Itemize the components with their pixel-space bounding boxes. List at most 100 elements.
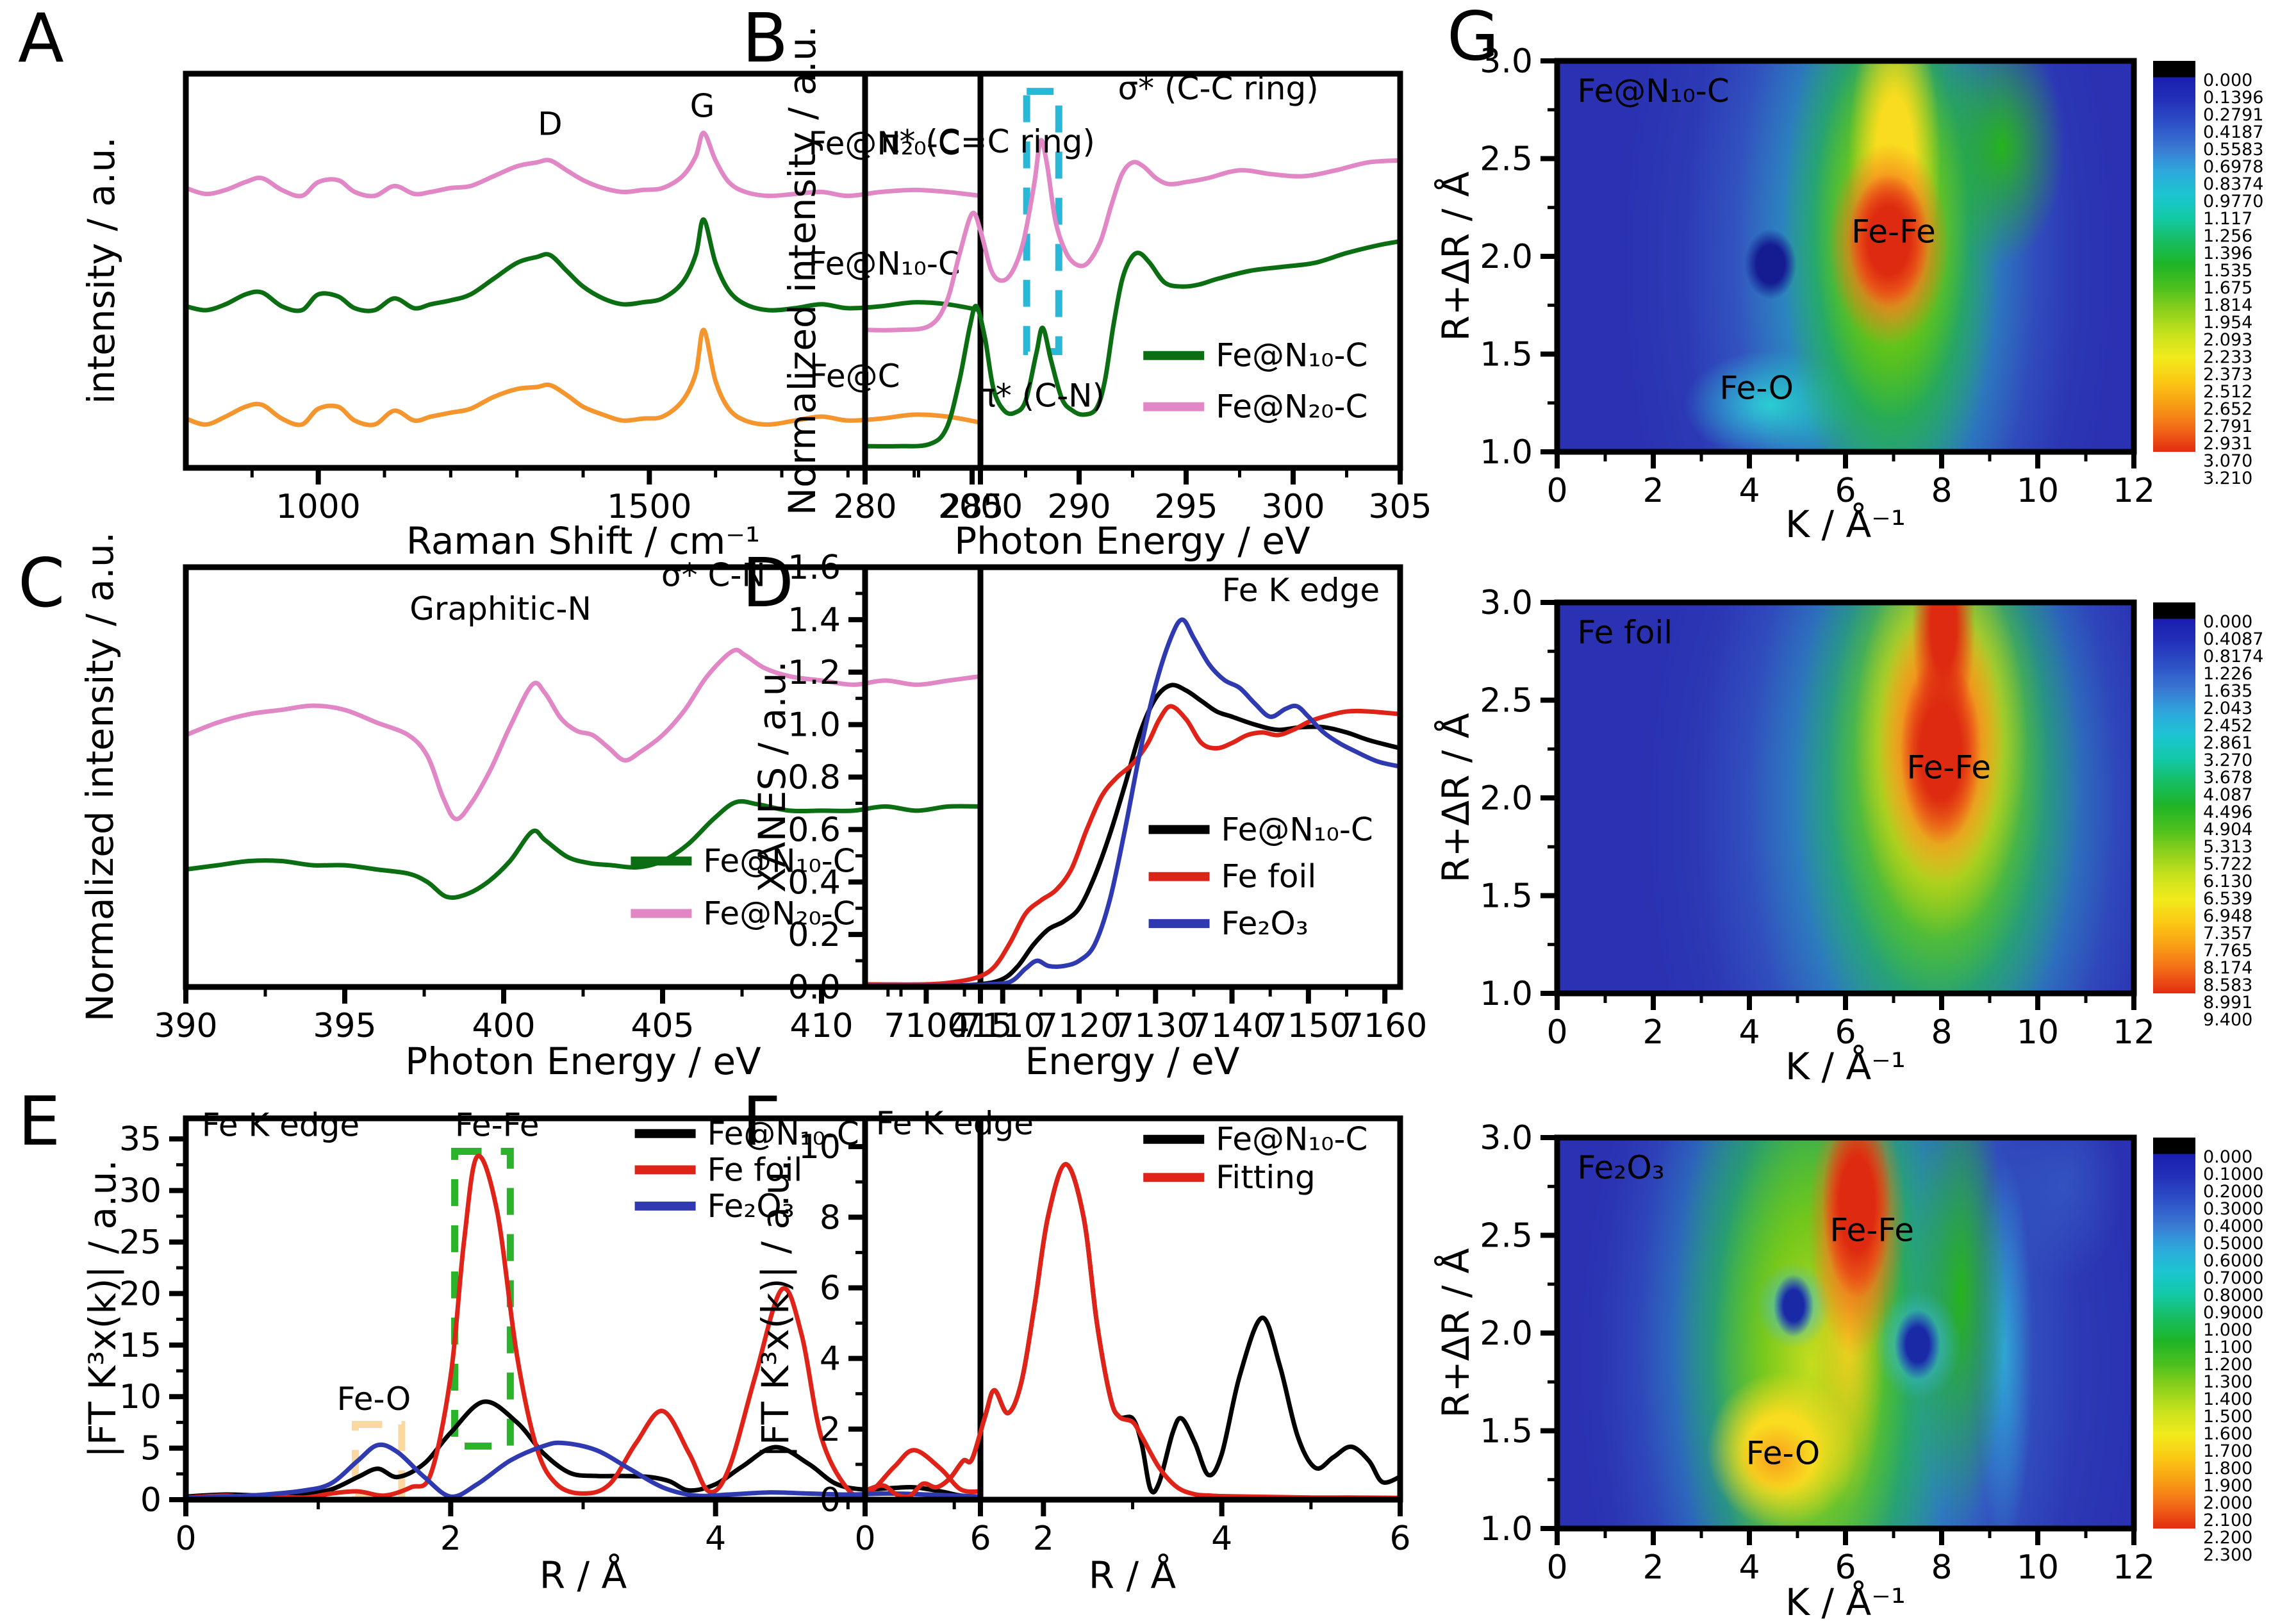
x-tick-label: 400 <box>472 1007 535 1045</box>
annotation: π* (C-N) <box>977 377 1105 415</box>
annotation: Fe-Fe <box>1851 213 1936 251</box>
series-Fe@C <box>183 327 983 427</box>
panel-e-y-axis-title: |FT K³x(k)| / a.u. <box>81 1159 124 1458</box>
colorbar-tick-label: 5.722 <box>2203 854 2253 874</box>
panel-b-plot-area: 280 285 290 295 300 305 π* (C=C ring) σ* (C-C r… <box>833 70 1432 526</box>
plot-border <box>862 1115 1403 1503</box>
colorbar-tick-label: 0.7000 <box>2203 1268 2264 1288</box>
legend-label: Fe@N₂₀-C <box>1216 388 1367 426</box>
x-tick-label: 4 <box>1739 472 1760 510</box>
colorbar-tick-label: 3.678 <box>2203 768 2253 788</box>
x-tick-label: 12 <box>2113 1013 2155 1052</box>
colorbar-tick-label: 0.5583 <box>2203 140 2264 160</box>
plot-border <box>862 70 1403 471</box>
y-tick-label: 8 <box>820 1198 841 1237</box>
legend-label: Fe@N₁₀-C <box>1216 337 1367 374</box>
x-tick-label: 0 <box>1546 472 1567 510</box>
y-tick-label: 2.5 <box>1480 682 1533 720</box>
highlight-box <box>352 1421 406 1500</box>
panel-c-chart: 390 395 400 405 410 415 Graphitic-N σ* C-N Fe@N₁… <box>154 556 1012 1045</box>
contour-2-overlay: 0 2 4 6 8 10 12 3.0 2.5 2.0 1.5 1.0 Fe-Fe Fe foil <box>1480 584 2155 1052</box>
contour-3-overlay: 0 2 4 6 8 10 12 3.0 2.5 2.0 1.5 1.0 Fe-Fe Fe-O Fe₂O₃ <box>1480 1119 2155 1587</box>
colorbar-tick-label: 2.000 <box>2203 1493 2253 1513</box>
colorbar-tick-label: 1.535 <box>2203 261 2253 281</box>
colorbar-tick-label: 0.2000 <box>2203 1182 2264 1202</box>
annotation: D <box>538 105 563 142</box>
y-tick-label: 1.0 <box>788 706 841 745</box>
series-Fe@N₁₀-C <box>863 238 1403 449</box>
colorbar-tick-label: 2.200 <box>2203 1528 2253 1548</box>
y-tick-label: 4 <box>820 1340 841 1379</box>
colorbar-tick-label: 2.100 <box>2203 1511 2253 1530</box>
x-tick-label: 7140 <box>1189 1007 1274 1045</box>
series-Fe₂O₃ <box>183 1440 983 1500</box>
y-tick-label: 1.5 <box>1480 877 1533 916</box>
panel-c-plot-area: 390 395 400 405 410 415 Graphitic-N σ* C-N Fe@N₁… <box>154 556 1012 1045</box>
annotation: Fe K edge <box>876 1105 1034 1142</box>
x-tick-label: 7110 <box>961 1007 1045 1045</box>
series-Fe foil <box>183 1154 983 1500</box>
x-tick-label: 2 <box>1642 1013 1664 1052</box>
colorbar-tick-label: 2.452 <box>2203 716 2253 736</box>
y-tick-label: 0 <box>820 1481 841 1520</box>
series-Fitting <box>863 1162 1403 1500</box>
x-tick-label: 8 <box>1931 1548 1952 1587</box>
colorbar-tick-label: 0.000 <box>2203 612 2253 632</box>
y-tick-label: 1.2 <box>788 654 841 692</box>
colorbar-tick-label: 0.8000 <box>2203 1286 2264 1305</box>
y-tick-label: 2 <box>820 1411 841 1449</box>
y-tick-label: 0.0 <box>788 968 841 1007</box>
contour-2-heatmap <box>1557 602 2134 993</box>
y-tick-label: 1.5 <box>1480 1413 1533 1451</box>
x-tick-label: 10 <box>2017 1548 2059 1587</box>
colorbar-tick-label: 9.400 <box>2203 1010 2253 1030</box>
contour-3-x-axis-title: K / Å⁻¹ <box>1785 1580 1906 1624</box>
x-tick-label: 6 <box>1835 472 1856 510</box>
panel-b-letter: B <box>742 0 789 78</box>
contour-3-colorbar <box>2153 1138 2195 1529</box>
y-tick-label: 2.5 <box>1480 1217 1533 1255</box>
panel-g-letter: G <box>1447 0 1499 76</box>
colorbar-tick-label: 0.4187 <box>2203 122 2264 142</box>
x-tick-label: 6 <box>1389 1520 1410 1558</box>
plot-border <box>1554 1134 2137 1532</box>
x-tick-label: 2 <box>1033 1520 1054 1558</box>
colorbar-tick-label: 0.8374 <box>2203 174 2264 194</box>
x-tick-label: 7120 <box>1037 1007 1121 1045</box>
y-tick-label: 10 <box>798 1128 841 1166</box>
legend-label: Fe₂O₃ <box>1221 905 1309 942</box>
annotation: Fe-Fe <box>1906 749 1991 786</box>
y-tick-label: 0 <box>140 1481 161 1520</box>
y-tick-label: 3.0 <box>1480 584 1533 622</box>
series-Fe@N₂₀-C <box>863 138 1403 333</box>
series-Fe@N₁₀-C <box>183 799 983 900</box>
annotation: Fe-Fe <box>1829 1212 1914 1249</box>
legend-label: Fe@N₁₀-C <box>1221 811 1373 848</box>
colorbar-tick-label: 4.087 <box>2203 785 2253 805</box>
colorbar-tick-label: 2.093 <box>2203 330 2253 350</box>
contour-2-colorbar-labels: 0.000 0.4087 0.8174 1.226 1.635 2.043 2.452 2.8… <box>2203 612 2293 1029</box>
colorbar-tick-label: 0.000 <box>2203 1147 2253 1167</box>
legend-label: Fe@N₁₀-C <box>703 843 855 880</box>
y-tick-label: 0.6 <box>788 811 841 849</box>
x-tick-label: 7150 <box>1266 1007 1351 1045</box>
x-tick-label: 1000 <box>276 488 360 526</box>
y-tick-label: 1.5 <box>1480 336 1533 374</box>
x-tick-label: 280 <box>833 488 896 526</box>
annotation: Fe@N₂₀-C <box>809 125 961 162</box>
x-tick-label: 8 <box>1931 1013 1952 1052</box>
x-tick-label: 6 <box>1835 1013 1856 1052</box>
contour-2-colorbar <box>2153 602 2195 993</box>
colorbar-tick-label: 0.4000 <box>2203 1216 2264 1236</box>
legend-label: Fe@N₂₀-C <box>703 895 855 932</box>
colorbar-tick-label: 1.900 <box>2203 1476 2253 1496</box>
y-tick-label: 2.0 <box>1480 238 1533 276</box>
series-Fe@N₂₀-C <box>183 647 983 822</box>
y-tick-label: 0.2 <box>788 916 841 954</box>
x-tick-label: 2 <box>1642 472 1664 510</box>
x-tick-label: 4 <box>1739 1013 1760 1052</box>
colorbar-tick-label: 1.400 <box>2203 1389 2253 1409</box>
contour-title: Fe₂O₃ <box>1578 1149 1665 1186</box>
